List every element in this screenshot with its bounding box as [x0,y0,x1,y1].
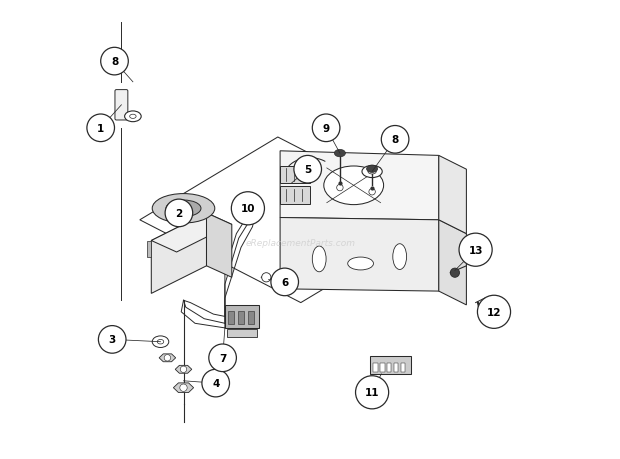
Text: 2: 2 [175,208,182,218]
Circle shape [180,384,187,392]
Circle shape [164,355,171,361]
Ellipse shape [334,150,345,157]
Circle shape [99,326,126,353]
Circle shape [381,126,409,154]
Ellipse shape [153,194,215,224]
Text: 5: 5 [304,165,311,175]
Circle shape [202,369,229,397]
Text: 9: 9 [322,123,330,134]
Ellipse shape [166,201,201,217]
Circle shape [369,189,375,196]
Circle shape [477,296,510,329]
FancyBboxPatch shape [238,312,244,325]
Text: 6: 6 [281,277,288,287]
FancyBboxPatch shape [280,166,310,184]
Ellipse shape [157,340,164,344]
Polygon shape [206,213,232,278]
Text: 11: 11 [365,387,379,397]
Circle shape [209,344,236,372]
Ellipse shape [153,336,169,348]
Text: 8: 8 [391,135,399,145]
FancyBboxPatch shape [115,90,128,121]
Polygon shape [151,213,206,294]
Ellipse shape [368,170,376,174]
Text: 4: 4 [212,378,219,388]
Text: 1: 1 [97,123,104,134]
Text: 12: 12 [487,307,501,317]
Circle shape [271,269,298,296]
Ellipse shape [366,166,378,173]
Ellipse shape [450,269,459,278]
FancyBboxPatch shape [373,364,378,372]
Circle shape [165,200,193,227]
FancyBboxPatch shape [280,187,310,204]
Circle shape [337,185,343,191]
Circle shape [459,234,492,267]
Text: 13: 13 [468,245,483,255]
Circle shape [262,273,271,282]
Ellipse shape [125,112,141,123]
Text: eReplacementParts.com: eReplacementParts.com [246,239,356,248]
Ellipse shape [312,246,326,272]
Ellipse shape [324,167,384,205]
Text: 3: 3 [108,335,116,345]
Polygon shape [174,383,193,392]
Circle shape [180,366,187,373]
Ellipse shape [393,244,407,270]
FancyBboxPatch shape [249,312,254,325]
Circle shape [355,376,389,409]
Polygon shape [439,156,466,234]
Circle shape [231,192,265,225]
Ellipse shape [362,166,382,178]
Polygon shape [280,218,439,291]
FancyBboxPatch shape [394,364,398,372]
FancyBboxPatch shape [370,356,411,374]
Polygon shape [147,241,151,257]
Ellipse shape [177,206,190,212]
Circle shape [312,115,340,142]
Circle shape [87,115,115,142]
Ellipse shape [130,115,136,119]
Polygon shape [159,354,175,362]
Polygon shape [280,151,439,220]
Circle shape [100,48,128,76]
Text: 7: 7 [219,353,226,363]
FancyBboxPatch shape [228,312,234,325]
FancyBboxPatch shape [227,329,257,337]
Text: 10: 10 [241,204,255,214]
Polygon shape [151,213,232,252]
Ellipse shape [348,257,373,270]
FancyBboxPatch shape [381,364,384,372]
FancyBboxPatch shape [225,305,259,328]
FancyBboxPatch shape [388,364,391,372]
FancyBboxPatch shape [401,364,405,372]
Text: 8: 8 [111,57,118,67]
Polygon shape [175,365,192,374]
Polygon shape [439,220,466,305]
Circle shape [294,156,322,184]
